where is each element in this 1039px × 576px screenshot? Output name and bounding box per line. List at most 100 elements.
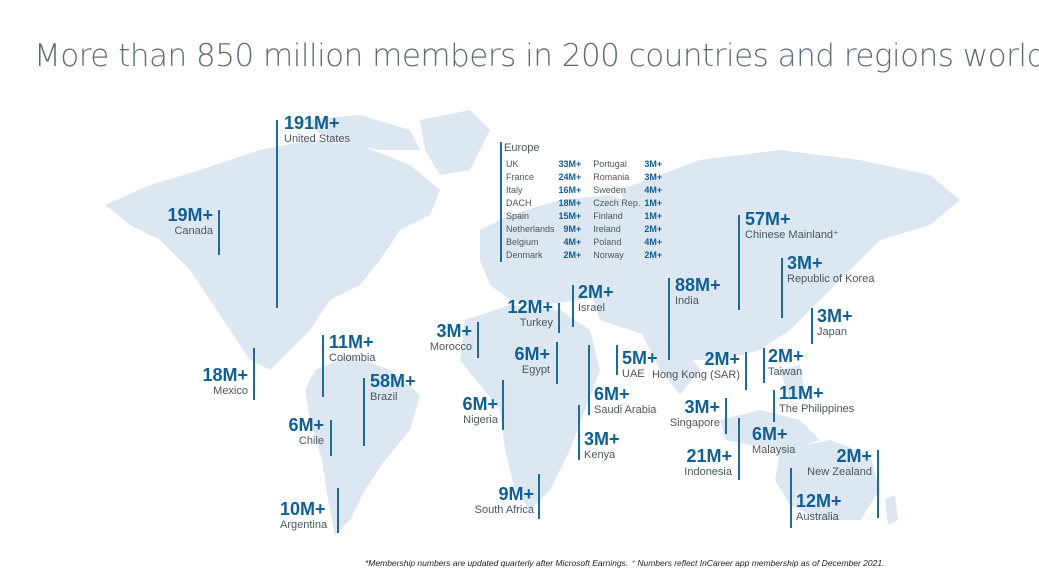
member-count: 58M+	[370, 371, 416, 391]
country-name: Republic of Korea	[787, 273, 875, 285]
country-name: Indonesia	[684, 466, 732, 478]
country-name: Finland	[593, 211, 623, 221]
pointer-line-israel	[572, 285, 574, 327]
country-name: Chinese Mainland⁺	[745, 229, 839, 241]
member-count: 21M+	[686, 446, 732, 466]
country-name: United States	[284, 133, 351, 145]
pointer-line-turkey	[558, 303, 560, 333]
member-count: 3M+	[436, 321, 472, 341]
country-name: Mexico	[213, 385, 248, 397]
member-count: 2M+	[836, 446, 872, 466]
europe-panel: Europe UK 33M+ Portugal 3M+ France 24M+ Roman…	[500, 142, 684, 262]
country-name: Malaysia	[752, 444, 796, 456]
pointer-line-argentina	[337, 488, 339, 533]
member-count: 12M+	[507, 297, 553, 317]
country-label-colombia: 11M+ Colombia	[329, 333, 375, 365]
table-row: Spain 15M+ Finland 1M+	[504, 210, 672, 223]
pointer-line-nigeria	[502, 380, 504, 430]
europe-table: UK 33M+ Portugal 3M+ France 24M+ Romania 3M+ I…	[504, 158, 672, 262]
pointer-line-india	[668, 278, 670, 360]
member-count: 2M+	[768, 346, 804, 366]
table-row: Italy 16M+ Sweden 4M+	[504, 184, 672, 197]
country-label-china: 57M+ Chinese Mainland⁺	[745, 210, 839, 242]
member-count: 33M+	[558, 159, 582, 169]
country-label-southafrica: 9M+ South Africa	[466, 485, 534, 517]
country-name: France	[506, 172, 535, 182]
country-label-indonesia: 21M+ Indonesia	[672, 447, 732, 479]
country-name: New Zealand	[807, 466, 872, 478]
table-row: France 24M+ Romania 3M+	[504, 171, 672, 184]
member-count: 9M+	[563, 224, 582, 234]
country-label-taiwan: 2M+ Taiwan	[768, 347, 804, 379]
pointer-line-southafrica	[538, 474, 540, 519]
pointer-line-newzealand	[877, 450, 879, 518]
country-name: Colombia	[329, 352, 376, 364]
table-row: Belgium 4M+ Poland 4M+	[504, 236, 672, 249]
country-name: Denmark	[506, 250, 543, 260]
pointer-line-australia	[790, 468, 792, 528]
member-count: 19M+	[167, 205, 213, 225]
country-label-india: 88M+ India	[675, 276, 721, 308]
member-count: 11M+	[779, 383, 824, 403]
member-count: 4M+	[563, 237, 582, 247]
member-count: 3M+	[584, 429, 620, 449]
country-name: Saudi Arabia	[594, 404, 657, 416]
table-row: Denmark 2M+ Norway 2M+	[504, 249, 672, 262]
country-name: Spain	[506, 211, 530, 221]
member-count: 12M+	[796, 491, 842, 511]
member-count: 88M+	[675, 275, 721, 295]
country-name: The Philippines	[779, 403, 855, 415]
pointer-line-chile	[330, 420, 332, 456]
member-count: 4M+	[644, 237, 663, 247]
country-name: Australia	[796, 511, 839, 523]
country-label-chile: 6M+ Chile	[278, 416, 324, 448]
member-count: 1M+	[644, 211, 663, 221]
country-name: Ireland	[593, 224, 621, 234]
member-count: 6M+	[752, 424, 788, 444]
country-name: Poland	[593, 237, 622, 247]
country-label-uae: 5M+ UAE	[622, 349, 658, 381]
member-count: 57M+	[745, 209, 791, 229]
member-count: 191M+	[284, 113, 340, 133]
pointer-line-japan	[811, 308, 813, 344]
pointer-line-taiwan	[763, 348, 765, 383]
country-name: Singapore	[669, 417, 720, 429]
country-label-brazil: 58M+ Brazil	[370, 372, 416, 404]
country-label-argentina: 10M+ Argentina	[280, 500, 327, 532]
member-count: 2M+	[644, 224, 663, 234]
pointer-line-singapore	[725, 398, 727, 434]
pointer-line-uae	[616, 345, 618, 375]
country-label-mexico: 18M+ Mexico	[192, 366, 248, 398]
country-name: Italy	[506, 185, 523, 195]
pointer-line-brazil	[363, 378, 365, 446]
pointer-line-hongkong	[745, 352, 747, 390]
member-count: 1M+	[644, 198, 663, 208]
country-label-us: 191M+ United States	[284, 114, 350, 146]
member-count: 6M+	[288, 415, 324, 435]
country-name: Egypt	[521, 364, 550, 376]
country-name: DACH	[506, 198, 532, 208]
pointer-line-mexico	[253, 348, 255, 400]
member-count: 3M+	[787, 253, 823, 273]
pointer-line-philippines	[773, 390, 775, 422]
pointer-line-us	[276, 120, 278, 308]
country-name: UK	[506, 159, 519, 169]
table-row: DACH 18M+ Czech Rep. 1M+	[504, 197, 672, 210]
member-count: 6M+	[514, 344, 550, 364]
pointer-line-morocco	[477, 322, 479, 358]
country-name: Romania	[593, 172, 630, 182]
country-label-kenya: 3M+ Kenya	[584, 430, 620, 462]
country-name: Canada	[174, 225, 213, 237]
member-count: 9M+	[498, 484, 534, 504]
country-name: Brazil	[370, 391, 398, 403]
country-label-newzealand: 2M+ New Zealand	[798, 447, 872, 479]
footnote: *Membership numbers are updated quarterl…	[365, 558, 885, 568]
member-count: 18M+	[558, 198, 582, 208]
member-count: 2M+	[578, 282, 614, 302]
pointer-line-canada	[218, 210, 220, 255]
member-count: 4M+	[644, 185, 663, 195]
country-label-hongkong: 2M+ Hong Kong (SAR)	[650, 350, 740, 382]
member-count: 3M+	[644, 159, 663, 169]
country-label-philippines: 11M+ The Philippines	[779, 384, 854, 416]
country-name: Belgium	[506, 237, 539, 247]
